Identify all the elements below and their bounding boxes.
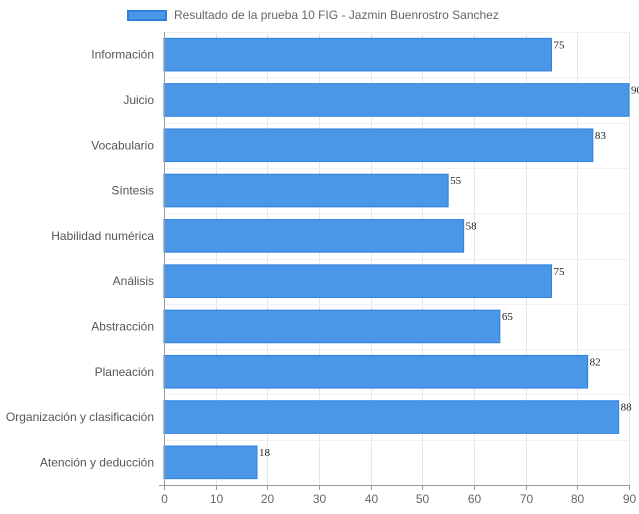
category-label-7: Planeación <box>95 365 154 379</box>
x-tick-label-1: 10 <box>210 492 224 506</box>
category-label-8: Organización y clasificación <box>6 410 154 424</box>
data-label-7: 82 <box>590 356 601 368</box>
data-label-4: 58 <box>466 221 478 233</box>
bar-1[interactable] <box>163 83 630 117</box>
category-label-4: Habilidad numérica <box>51 229 154 243</box>
data-label-9: 18 <box>259 447 271 459</box>
bar-6[interactable] <box>163 309 501 344</box>
x-tick-label-6: 60 <box>468 492 482 506</box>
data-label-1: 90 <box>631 85 639 97</box>
category-label-6: Abstracción <box>91 319 154 333</box>
data-label-8: 88 <box>621 402 633 414</box>
data-label-2: 83 <box>595 130 607 142</box>
category-label-3: Síntesis <box>111 184 154 198</box>
data-label-3: 55 <box>450 175 462 187</box>
data-label-6: 65 <box>502 311 514 323</box>
x-tick-label-2: 20 <box>261 492 275 506</box>
data-label-0: 75 <box>554 39 566 51</box>
bar-7[interactable] <box>163 354 589 389</box>
data-label-5: 75 <box>554 266 566 278</box>
bar-3[interactable] <box>163 173 449 208</box>
axes <box>159 32 630 490</box>
category-label-1: Juicio <box>123 93 154 107</box>
labels: 75 Información 90 Juicio 83 Vocabulario 55 Sínt… <box>6 39 639 506</box>
category-label-0: Información <box>91 48 154 62</box>
x-tick-label-0: 0 <box>161 492 168 506</box>
category-label-2: Vocabulario <box>91 138 154 152</box>
x-tick-label-5: 50 <box>416 492 430 506</box>
category-label-5: Análisis <box>113 274 154 288</box>
bars <box>163 37 630 480</box>
bar-9[interactable] <box>163 445 258 480</box>
legend[interactable]: Resultado de la prueba 10 FIG - Jazmin B… <box>127 6 499 24</box>
x-tick-label-9: 90 <box>623 492 637 506</box>
bar-2[interactable] <box>163 128 594 163</box>
bar-0[interactable] <box>163 37 552 72</box>
legend-swatch <box>127 9 167 21</box>
x-tick-label-7: 70 <box>520 492 534 506</box>
x-tick-label-4: 40 <box>365 492 379 506</box>
legend-label: Resultado de la prueba 10 FIG - Jazmin B… <box>174 8 499 22</box>
bar-5[interactable] <box>163 264 552 298</box>
x-tick-label-3: 30 <box>313 492 327 506</box>
bar-4[interactable] <box>163 219 465 253</box>
x-tick-label-8: 80 <box>571 492 585 506</box>
category-label-9: Atención y deducción <box>40 455 154 469</box>
bar-8[interactable] <box>163 400 620 434</box>
